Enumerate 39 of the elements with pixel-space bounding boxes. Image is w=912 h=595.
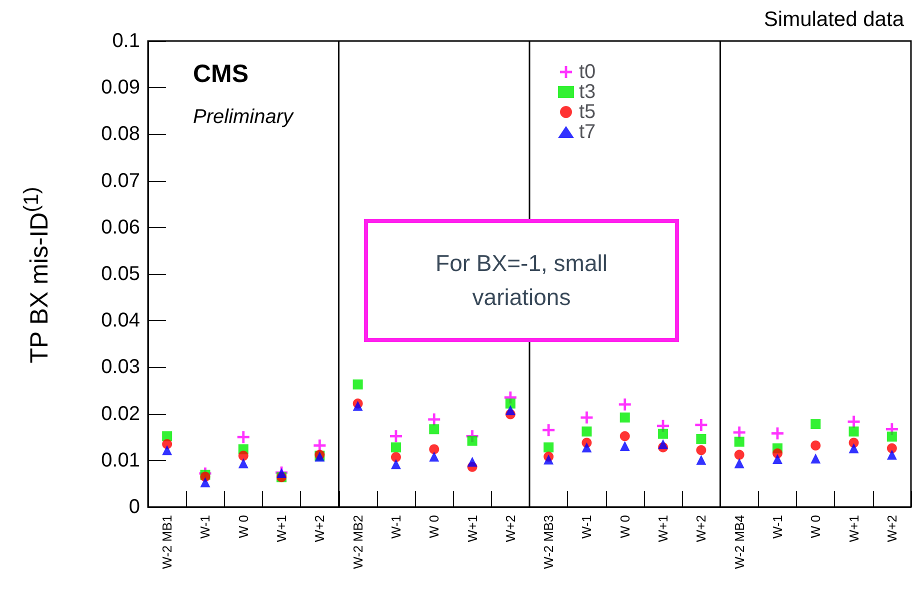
y-tick-label: 0.05 [101, 263, 140, 285]
legend-label: t0 [579, 61, 596, 83]
annotation: Preliminary [193, 106, 294, 129]
x-tick-label: W 0 [236, 515, 251, 538]
x-tick-label: W-1 [579, 515, 594, 539]
x-tick-label: W+1 [656, 515, 671, 542]
y-tick-label: 0.02 [101, 402, 140, 425]
x-tick-label: W-2 MB2 [350, 515, 366, 569]
y-tick-label: 0.03 [101, 356, 140, 378]
x-tick-label: W+2 [694, 515, 709, 542]
x-tick-label: W-1 [198, 515, 213, 539]
x-tick-label: W-2 MB4 [732, 515, 747, 569]
x-tick-label: W+2 [884, 515, 900, 542]
y-tick-label: 0.07 [101, 170, 140, 192]
x-tick-label: W 0 [617, 515, 632, 538]
x-tick-label: W-1 [770, 515, 785, 539]
x-tick-label: W+1 [464, 515, 480, 542]
x-tick-label: W-2 MB1 [160, 515, 175, 569]
legend-label: t3 [579, 81, 596, 103]
annotation: CMS [193, 60, 249, 89]
y-tick-label: 0.08 [101, 123, 140, 146]
text: Simulated data [764, 8, 904, 32]
y-tick-label: 0.06 [101, 216, 140, 238]
y-tick-label: 0.09 [101, 76, 140, 99]
callout-box: For BX=-1, small variations [364, 219, 679, 342]
y-tick-label: 0.1 [112, 30, 140, 52]
x-tick-label: W-1 [388, 515, 404, 539]
y-tick-label: 0 [128, 496, 140, 518]
x-tick-label: W 0 [426, 515, 442, 538]
x-tick-label: W+1 [846, 515, 862, 542]
x-tick-label: W-2 MB3 [541, 515, 556, 569]
y-tick-label: 0.01 [101, 449, 140, 472]
y-tick-label: 0.04 [101, 310, 140, 332]
legend-label: t7 [579, 121, 596, 143]
x-tick-label: W+1 [274, 515, 290, 542]
x-tick-label: W 0 [808, 515, 824, 538]
x-tick-label: W+2 [502, 515, 518, 542]
x-tick-label: W+2 [312, 515, 328, 542]
legend-label: t5 [579, 101, 596, 123]
